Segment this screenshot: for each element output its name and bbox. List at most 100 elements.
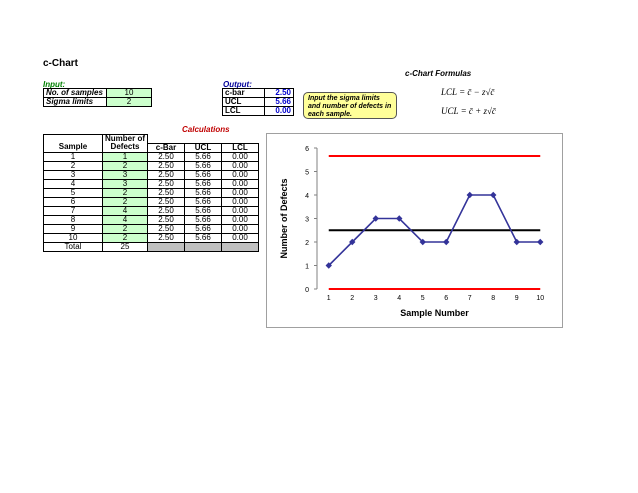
row-cbar: 2.50 [147, 151, 185, 162]
row-lcl: 0.00 [221, 214, 259, 225]
row-defects[interactable]: 2 [102, 223, 148, 234]
row-lcl: 0.00 [221, 223, 259, 234]
header-row-top: Number of [43, 134, 259, 143]
row-defects[interactable]: 1 [102, 151, 148, 162]
data-point-marker [349, 238, 356, 246]
c-chart[interactable]: 0 1 2 3 4 5 6 1 2 3 4 5 6 7 8 9 10 Sample Number Number of… [266, 133, 563, 328]
row-sample: 7 [43, 205, 103, 216]
row-sample: 8 [43, 214, 103, 225]
total-blank-lcl [221, 241, 259, 252]
output-label-lcl: LCL [222, 106, 265, 116]
data-point-marker [372, 215, 379, 222]
data-point-marker [396, 215, 403, 222]
row-defects[interactable]: 3 [102, 169, 148, 180]
row-defects[interactable]: 2 [102, 196, 148, 207]
x-tick-label: 2 [350, 295, 354, 302]
total-row: Total 25 [43, 241, 259, 252]
x-tick-label: 7 [468, 295, 472, 302]
formulas-title: c-Chart Formulas [405, 69, 472, 78]
row-ucl: 5.66 [184, 214, 222, 225]
ucl-formula: UCL = c̄ + z√c̄ [441, 106, 496, 116]
row-ucl: 5.66 [184, 169, 222, 180]
total-blank-cbar [147, 241, 185, 252]
data-point-marker [513, 238, 520, 246]
row-sample: 1 [43, 151, 103, 162]
data-point-marker [443, 238, 450, 246]
row-ucl: 5.66 [184, 223, 222, 234]
table-row: 7 4 2.50 5.66 0.00 [43, 205, 259, 216]
y-axis-title: Number of Defects [279, 178, 289, 258]
row-cbar: 2.50 [147, 169, 185, 180]
sheet-title: c-Chart [43, 58, 79, 69]
header-ucl: UCL [184, 142, 222, 153]
x-tick-label: 10 [536, 295, 544, 302]
input-table: No. of samples 10 Sigma limits 2 [43, 88, 152, 107]
table-row: 9 2 2.50 5.66 0.00 [43, 223, 259, 234]
row-ucl: 5.66 [184, 232, 222, 243]
row-ucl: 5.66 [184, 178, 222, 189]
x-tick-label: 6 [444, 295, 448, 302]
x-tick-label: 1 [327, 295, 331, 302]
row-lcl: 0.00 [221, 196, 259, 207]
data-point-marker [466, 191, 473, 199]
row-sample: 10 [43, 232, 103, 243]
x-tick-label: 4 [397, 295, 401, 302]
y-tick-label: 4 [305, 193, 309, 200]
row-defects[interactable]: 4 [102, 205, 148, 216]
row-lcl: 0.00 [221, 178, 259, 189]
row-sample: 2 [43, 160, 103, 171]
row-sample: 9 [43, 223, 103, 234]
row-defects[interactable]: 2 [102, 160, 148, 171]
row-cbar: 2.50 [147, 205, 185, 216]
output-row-lcl: LCL 0.00 [222, 106, 294, 116]
header-defects: Defects [102, 143, 148, 153]
header-cbar: c-Bar [147, 142, 185, 153]
row-cbar: 2.50 [147, 214, 185, 225]
input-row-sigma: Sigma limits 2 [43, 97, 152, 107]
row-defects[interactable]: 2 [102, 232, 148, 243]
input-cell-sigma[interactable]: 2 [106, 97, 152, 107]
row-sample: 3 [43, 169, 103, 180]
row-sample: 6 [43, 196, 103, 207]
x-tick-label: 8 [491, 295, 495, 302]
input-section-label: Input: [43, 80, 66, 89]
row-ucl: 5.66 [184, 205, 222, 216]
instruction-note[interactable]: Input the sigma limits and number of def… [303, 92, 397, 119]
row-cbar: 2.50 [147, 160, 185, 171]
row-lcl: 0.00 [221, 205, 259, 216]
calculations-table: Number of Sample Defects c-Bar UCL LCL 1… [43, 134, 259, 252]
table-row: 6 2 2.50 5.66 0.00 [43, 196, 259, 207]
table-row: 1 1 2.50 5.66 0.00 [43, 151, 259, 162]
data-point-marker [325, 262, 332, 269]
row-ucl: 5.66 [184, 160, 222, 171]
total-label: Total [43, 241, 103, 252]
row-cbar: 2.50 [147, 232, 185, 243]
y-tick-label: 0 [305, 287, 309, 294]
table-row: 8 4 2.50 5.66 0.00 [43, 214, 259, 225]
header-defects-top: Number of [102, 134, 148, 143]
c-chart-svg: 0 1 2 3 4 5 6 1 2 3 4 5 6 7 8 9 10 Sample Number Number of… [279, 146, 544, 318]
row-sample: 4 [43, 178, 103, 189]
lcl-formula: LCL = c̄ − z√c̄ [441, 87, 495, 97]
table-row: 5 2 2.50 5.66 0.00 [43, 187, 259, 198]
row-defects[interactable]: 2 [102, 187, 148, 198]
row-defects[interactable]: 4 [102, 214, 148, 225]
y-tick-label: 6 [305, 146, 309, 153]
row-lcl: 0.00 [221, 160, 259, 171]
x-tick-label: 5 [421, 295, 425, 302]
header-sample: Sample [43, 143, 103, 153]
row-lcl: 0.00 [221, 232, 259, 243]
table-row: 4 3 2.50 5.66 0.00 [43, 178, 259, 189]
output-value-lcl[interactable]: 0.00 [264, 106, 294, 116]
table-row: 2 2 2.50 5.66 0.00 [43, 160, 259, 171]
x-tick-label: 3 [374, 295, 378, 302]
output-section-label: Output: [223, 80, 252, 89]
total-blank-ucl [184, 241, 222, 252]
row-sample: 5 [43, 187, 103, 198]
row-defects[interactable]: 3 [102, 178, 148, 189]
table-row: 10 2 2.50 5.66 0.00 [43, 232, 259, 243]
defects-series-line [328, 194, 541, 267]
input-label-sigma: Sigma limits [43, 97, 107, 107]
header-lcl: LCL [221, 142, 259, 153]
row-ucl: 5.66 [184, 187, 222, 198]
